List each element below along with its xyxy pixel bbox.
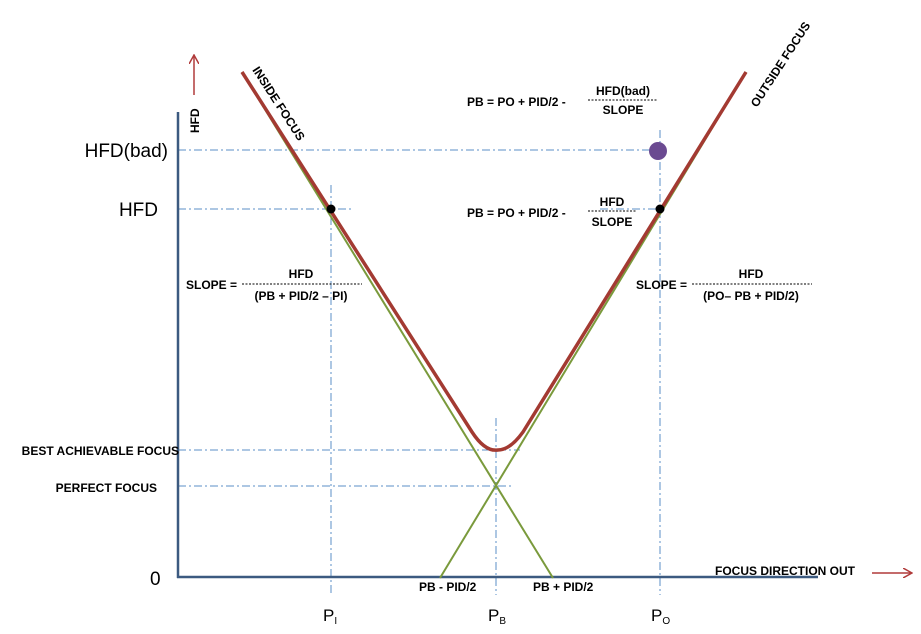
hfd-label: HFD xyxy=(119,200,158,221)
pb-minus-label: PB - PID/2 xyxy=(419,580,477,594)
svg-text:PB = PO + PID/2 -: PB = PO + PID/2 - xyxy=(467,206,566,220)
svg-text:SLOPE =: SLOPE = xyxy=(636,278,687,292)
svg-text:HFD: HFD xyxy=(739,267,764,281)
origin-label: 0 xyxy=(150,569,161,590)
svg-text:SLOPE: SLOPE xyxy=(603,103,644,117)
formula-pb: PB = PO + PID/2 - HFD SLOPE xyxy=(467,195,636,229)
svg-text:PB = PO + PID/2 -: PB = PO + PID/2 - xyxy=(467,95,566,109)
pb-label: PB xyxy=(488,606,506,627)
pi-label: PI xyxy=(323,606,337,627)
hfd-point-outside xyxy=(655,204,665,214)
outside-focus-label: OUTSIDE FOCUS xyxy=(748,19,813,109)
svg-text:(PB + PID/2 – PI): (PB + PID/2 – PI) xyxy=(254,289,347,303)
svg-text:HFD: HFD xyxy=(289,267,314,281)
x-axis-title: FOCUS DIRECTION OUT xyxy=(715,564,856,578)
svg-text:SLOPE =: SLOPE = xyxy=(186,278,237,292)
hfd-point-inside xyxy=(326,204,336,214)
formula-pb-bad: PB = PO + PID/2 - HFD(bad) SLOPE xyxy=(467,84,658,117)
best-focus-label: BEST ACHIEVABLE FOCUS xyxy=(22,444,179,458)
pb-plus-label: PB + PID/2 xyxy=(533,580,594,594)
svg-text:HFD(bad): HFD(bad) xyxy=(596,84,650,98)
svg-text:HFD: HFD xyxy=(600,195,625,209)
formula-slope-right: SLOPE = HFD (PO– PB + PID/2) xyxy=(636,267,812,303)
y-axis-title: HFD xyxy=(188,108,202,133)
svg-text:SLOPE: SLOPE xyxy=(592,215,633,229)
svg-text:(PO– PB + PID/2): (PO– PB + PID/2) xyxy=(703,289,799,303)
hfd-bad-label: HFD(bad) xyxy=(85,141,168,162)
focus-curve xyxy=(240,71,748,452)
hfd-bad-marker xyxy=(649,142,667,160)
po-label: PO xyxy=(651,606,670,627)
perfect-focus-label: PERFECT FOCUS xyxy=(56,481,157,495)
formula-slope-left: SLOPE = HFD (PB + PID/2 – PI) xyxy=(186,267,362,303)
